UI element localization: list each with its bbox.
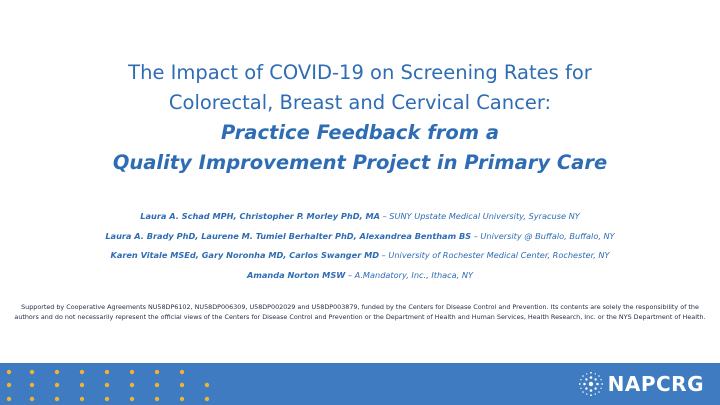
- footer-band: NAPCRG: [0, 363, 720, 405]
- author-names: Karen Vitale MSEd, Gary Noronha MD, Carl…: [110, 250, 380, 260]
- author-affiliation: – University of Rochester Medical Center…: [379, 250, 610, 260]
- author-line: Amanda Norton MSW – A.Mandatory, Inc., I…: [0, 266, 720, 286]
- author-affiliation: – SUNY Upstate Medical University, Syrac…: [379, 211, 580, 221]
- napcrg-logo: NAPCRG: [578, 371, 704, 397]
- subtitle-line-2: Quality Improvement Project in Primary C…: [112, 151, 608, 174]
- slide-title: The Impact of COVID-19 on Screening Rate…: [0, 58, 720, 178]
- title-line-2: Colorectal, Breast and Cervical Cancer:: [168, 91, 552, 114]
- author-affiliation: – University @ Buffalo, Buffalo, NY: [471, 230, 615, 241]
- author-names: Amanda Norton MSW: [246, 269, 346, 280]
- author-names: Laura A. Schad MPH, Christopher P. Morle…: [140, 211, 380, 221]
- author-names: Laura A. Brady PhD, Laurene M. Tumiel Be…: [105, 230, 472, 241]
- author-line: Karen Vitale MSEd, Gary Noronha MD, Carl…: [0, 246, 720, 266]
- subtitle-line-1: Practice Feedback from a: [220, 121, 500, 144]
- author-line: Laura A. Schad MPH, Christopher P. Morle…: [0, 207, 720, 227]
- napcrg-starburst-icon: [578, 371, 603, 397]
- author-list: Laura A. Schad MPH, Christopher P. Morle…: [0, 207, 720, 285]
- author-line: Laura A. Brady PhD, Laurene M. Tumiel Be…: [0, 227, 720, 247]
- title-line-1: The Impact of COVID-19 on Screening Rate…: [128, 61, 592, 84]
- author-affiliation: – A.Mandatory, Inc., Ithaca, NY: [345, 269, 473, 280]
- funding-statement: Supported by Cooperative Agreements NU58…: [14, 303, 706, 322]
- decorative-dot-grid: [0, 363, 220, 405]
- logo-wordmark: NAPCRG: [607, 372, 704, 396]
